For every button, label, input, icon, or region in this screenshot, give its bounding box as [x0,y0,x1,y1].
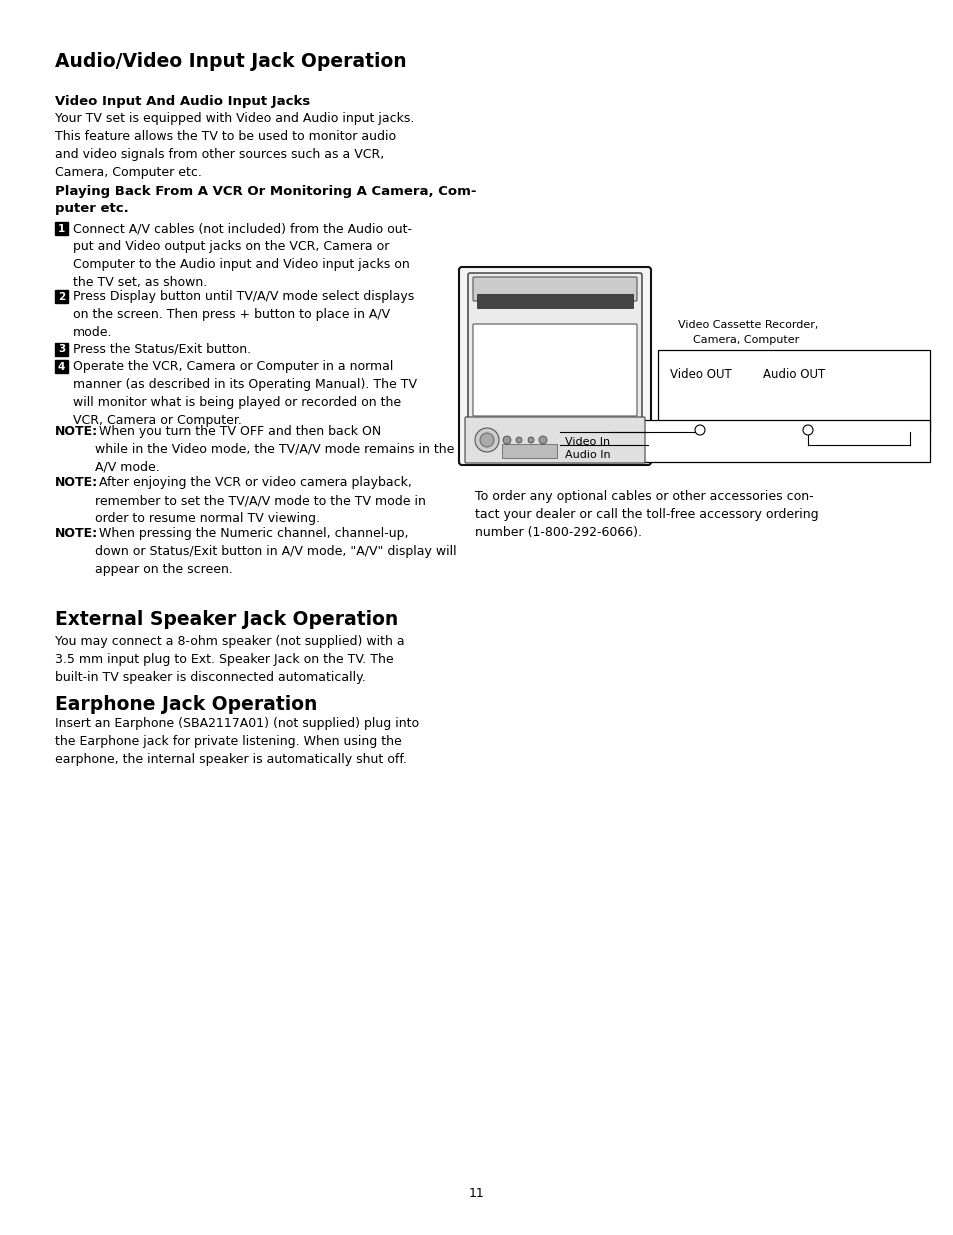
Text: Your TV set is equipped with Video and Audio input jacks.
This feature allows th: Your TV set is equipped with Video and A… [55,112,414,179]
Text: Press Display button until TV/A/V mode select displays
on the screen. Then press: Press Display button until TV/A/V mode s… [73,290,414,338]
Circle shape [538,436,546,445]
Bar [559,420,929,462]
Circle shape [527,437,534,443]
Text: Insert an Earphone (SBA2117A01) (not supplied) plug into
the Earphone jack for p: Insert an Earphone (SBA2117A01) (not sup… [55,718,418,766]
Text: NOTE:: NOTE: [55,527,98,540]
Text: To order any optional cables or other accessories con-
tact your dealer or call : To order any optional cables or other ac… [475,490,818,538]
Text: Audio/Video Input Jack Operation: Audio/Video Input Jack Operation [55,52,406,70]
Text: Press the Status/Exit button.: Press the Status/Exit button. [73,343,251,356]
Text: puter etc.: puter etc. [55,203,129,215]
Circle shape [502,436,511,445]
Text: Earphone Jack Operation: Earphone Jack Operation [55,695,317,714]
Circle shape [516,437,521,443]
Text: Video OUT: Video OUT [669,368,731,382]
Text: Camera, Computer: Camera, Computer [692,335,799,345]
Text: You may connect a 8-ohm speaker (not supplied) with a
3.5 mm input plug to Ext. : You may connect a 8-ohm speaker (not sup… [55,635,404,684]
Text: 11: 11 [469,1187,484,1200]
Bar [55,222,68,235]
Text: 3: 3 [58,345,65,354]
Text: External Speaker Jack Operation: External Speaker Jack Operation [55,610,397,629]
Text: Operate the VCR, Camera or Computer in a normal
manner (as described in its Oper: Operate the VCR, Camera or Computer in a… [73,359,416,427]
FancyBboxPatch shape [473,324,637,416]
Text: After enjoying the VCR or video camera playback,
remember to set the TV/A/V mode: After enjoying the VCR or video camera p… [95,475,425,525]
Text: Video Input And Audio Input Jacks: Video Input And Audio Input Jacks [55,95,310,107]
Text: Playing Back From A VCR Or Monitoring A Camera, Com-: Playing Back From A VCR Or Monitoring A … [55,185,476,198]
Text: 1: 1 [58,224,65,233]
FancyBboxPatch shape [464,417,644,463]
FancyBboxPatch shape [458,267,650,466]
Text: NOTE:: NOTE: [55,475,98,489]
FancyBboxPatch shape [468,273,641,459]
Text: When pressing the Numeric channel, channel-up,
down or Status/Exit button in A/V: When pressing the Numeric channel, chann… [95,527,456,576]
Text: 4: 4 [58,362,65,372]
Circle shape [802,425,812,435]
Bar [55,359,68,373]
Bar [501,445,557,458]
FancyBboxPatch shape [473,277,637,301]
Text: When you turn the TV OFF and then back ON
while in the Video mode, the TV/A/V mo: When you turn the TV OFF and then back O… [95,425,454,474]
Circle shape [479,433,494,447]
Bar [658,350,929,430]
Text: Connect A/V cables (not included) from the Audio out-
put and Video output jacks: Connect A/V cables (not included) from t… [73,222,412,289]
Circle shape [475,429,498,452]
Bar [55,290,68,303]
Bar [476,294,633,308]
Text: Audio In: Audio In [564,450,610,459]
Circle shape [695,425,704,435]
Text: NOTE:: NOTE: [55,425,98,438]
Text: Audio OUT: Audio OUT [762,368,824,382]
Text: 2: 2 [58,291,65,301]
Text: Video In: Video In [564,437,610,447]
Text: Video Cassette Recorder,: Video Cassette Recorder, [678,320,818,330]
Bar [55,343,68,356]
